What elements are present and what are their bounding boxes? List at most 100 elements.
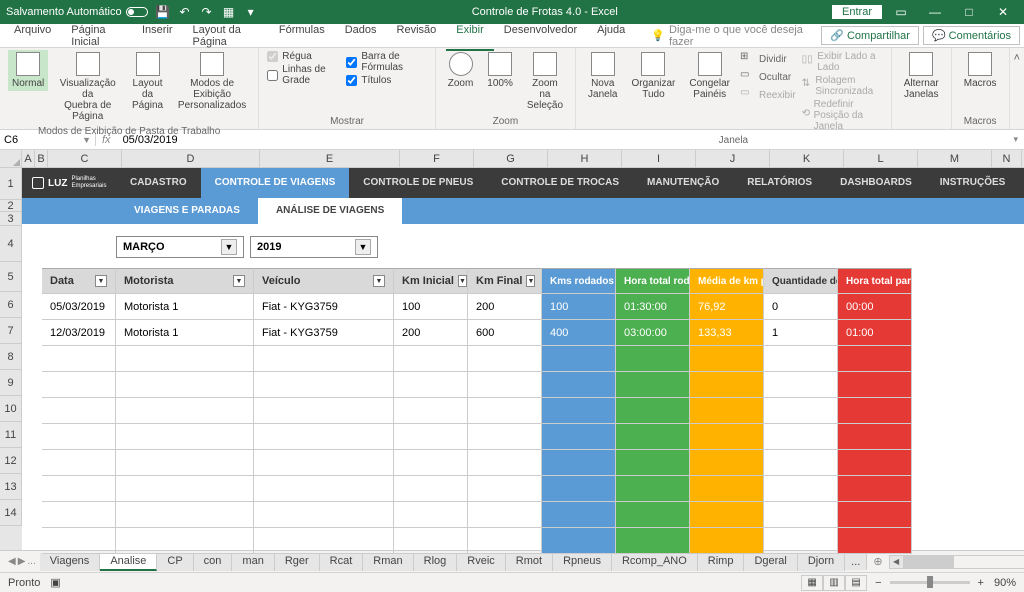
table-cell-empty[interactable] bbox=[394, 528, 468, 554]
col-header-N[interactable]: N bbox=[992, 150, 1022, 167]
close-icon[interactable]: ✕ bbox=[988, 2, 1018, 22]
table-cell-empty[interactable] bbox=[468, 372, 542, 398]
table-row-empty[interactable] bbox=[42, 372, 1024, 398]
table-cell-empty[interactable] bbox=[838, 346, 912, 372]
table-cell-empty[interactable] bbox=[42, 372, 116, 398]
sheet-tab-viagens[interactable]: Viagens bbox=[40, 553, 101, 571]
sheet-tab-rimp[interactable]: Rimp bbox=[698, 553, 745, 571]
table-cell-empty[interactable] bbox=[116, 450, 254, 476]
table-cell[interactable]: 100 bbox=[394, 294, 468, 320]
filter-dropdown-icon[interactable]: ▼ bbox=[458, 275, 467, 287]
table-row-empty[interactable] bbox=[42, 346, 1024, 372]
table-cell-empty[interactable] bbox=[764, 450, 838, 476]
col-header-E[interactable]: E bbox=[260, 150, 400, 167]
table-cell-empty[interactable] bbox=[764, 502, 838, 528]
table-row-empty[interactable] bbox=[42, 424, 1024, 450]
table-cell-empty[interactable] bbox=[468, 476, 542, 502]
table-cell-empty[interactable] bbox=[838, 372, 912, 398]
col-header-M[interactable]: M bbox=[918, 150, 992, 167]
table-cell-empty[interactable] bbox=[616, 528, 690, 554]
row-header-4[interactable]: 4 bbox=[0, 226, 22, 262]
table-cell-empty[interactable] bbox=[42, 346, 116, 372]
filter-dropdown-icon[interactable]: ▼ bbox=[95, 275, 107, 287]
table-cell-empty[interactable] bbox=[838, 528, 912, 554]
menu-dados[interactable]: Dados bbox=[335, 21, 387, 51]
qat-icon[interactable]: ▦ bbox=[222, 5, 236, 19]
table-cell-empty[interactable] bbox=[764, 398, 838, 424]
table-cell-empty[interactable] bbox=[542, 372, 616, 398]
table-cell-empty[interactable] bbox=[116, 372, 254, 398]
table-cell[interactable]: 0 bbox=[764, 294, 838, 320]
sheet-nav-next-icon[interactable]: ▶ bbox=[18, 556, 26, 567]
sheet-add-button[interactable]: ⊕ bbox=[867, 553, 888, 570]
table-cell-empty[interactable] bbox=[690, 398, 764, 424]
zoomselection-button[interactable]: Zoom na Seleção bbox=[523, 50, 567, 113]
filter-dropdown-icon[interactable]: ▼ bbox=[373, 275, 385, 287]
table-cell-empty[interactable] bbox=[254, 398, 394, 424]
row-header-13[interactable]: 13 bbox=[0, 474, 22, 500]
row-header-7[interactable]: 7 bbox=[0, 318, 22, 344]
col-header-A[interactable]: A bbox=[22, 150, 35, 167]
table-header-kms-rodados[interactable]: Kms rodados▼ bbox=[542, 268, 616, 294]
table-cell[interactable]: 12/03/2019 bbox=[42, 320, 116, 346]
month-dropdown[interactable]: MARÇO▼ bbox=[116, 236, 244, 258]
sheet-tab-analise[interactable]: Analise bbox=[100, 553, 157, 571]
table-cell-empty[interactable] bbox=[116, 346, 254, 372]
table-header-hora-total-rodando[interactable]: Hora total rodando▼ bbox=[616, 268, 690, 294]
horizontal-scrollbar[interactable]: ◀ ▶ bbox=[889, 555, 1024, 569]
menu-página-inicial[interactable]: Página Inicial bbox=[61, 21, 132, 51]
table-cell-empty[interactable] bbox=[468, 346, 542, 372]
table-cell[interactable]: 400 bbox=[542, 320, 616, 346]
filter-dropdown-icon[interactable]: ▼ bbox=[233, 275, 245, 287]
table-cell-empty[interactable] bbox=[394, 450, 468, 476]
sheet-tab-man[interactable]: man bbox=[232, 553, 274, 571]
filter-dropdown-icon[interactable]: ▼ bbox=[526, 275, 535, 287]
table-cell-empty[interactable] bbox=[468, 398, 542, 424]
formulabar-checkbox[interactable]: Barra de Fórmulas bbox=[346, 50, 426, 74]
table-row-empty[interactable] bbox=[42, 398, 1024, 424]
table-header-km-final[interactable]: Km Final▼ bbox=[468, 268, 542, 294]
table-cell[interactable]: 600 bbox=[468, 320, 542, 346]
row-header-10[interactable]: 10 bbox=[0, 396, 22, 422]
col-header-H[interactable]: H bbox=[548, 150, 622, 167]
col-header-J[interactable]: J bbox=[696, 150, 770, 167]
collapse-ribbon-button[interactable]: ˄ bbox=[1010, 48, 1024, 129]
row-header-5[interactable]: 5 bbox=[0, 262, 22, 292]
sheet-tab-rman[interactable]: Rman bbox=[363, 553, 413, 571]
table-cell-empty[interactable] bbox=[42, 502, 116, 528]
pagebreak-view-button[interactable]: Visualização da Quebra de Página bbox=[54, 50, 121, 124]
table-cell-empty[interactable] bbox=[838, 424, 912, 450]
table-cell-empty[interactable] bbox=[394, 346, 468, 372]
undo-icon[interactable]: ↶ bbox=[178, 5, 192, 19]
sheet-nav-more-icon[interactable]: ... bbox=[27, 556, 35, 567]
table-cell-empty[interactable] bbox=[254, 450, 394, 476]
wb-subnav-viagens-e-paradas[interactable]: VIAGENS E PARADAS bbox=[116, 198, 258, 224]
save-icon[interactable]: 💾 bbox=[156, 5, 170, 19]
table-header-km-inicial[interactable]: Km Inicial▼ bbox=[394, 268, 468, 294]
table-cell-empty[interactable] bbox=[690, 346, 764, 372]
ribbon-options-icon[interactable]: ▭ bbox=[886, 2, 916, 22]
wb-nav-dashboards[interactable]: DASHBOARDS bbox=[826, 168, 926, 198]
table-cell-empty[interactable] bbox=[838, 502, 912, 528]
table-cell-empty[interactable] bbox=[42, 398, 116, 424]
view-normal-icon[interactable]: ▦ bbox=[801, 575, 823, 591]
table-header-média-de-km-por-hora[interactable]: Média de km por hora▼ bbox=[690, 268, 764, 294]
syncscroll-button[interactable]: ⇅Rolagem Sincronizada bbox=[802, 74, 883, 98]
table-cell-empty[interactable] bbox=[394, 502, 468, 528]
wb-nav-manutenção[interactable]: MANUTENÇÃO bbox=[633, 168, 733, 198]
autosave-toggle[interactable]: Salvamento Automático bbox=[6, 6, 148, 18]
wb-nav-instruções[interactable]: INSTRUÇÕES bbox=[926, 168, 1020, 198]
table-cell-empty[interactable] bbox=[616, 476, 690, 502]
unhide-button[interactable]: ▭Reexibir bbox=[740, 86, 796, 104]
row-header-8[interactable]: 8 bbox=[0, 344, 22, 370]
zoom-level[interactable]: 90% bbox=[994, 577, 1016, 589]
table-cell-empty[interactable] bbox=[690, 476, 764, 502]
table-header-data[interactable]: Data▼ bbox=[42, 268, 116, 294]
table-cell-empty[interactable] bbox=[542, 528, 616, 554]
table-cell-empty[interactable] bbox=[42, 424, 116, 450]
sheet-tab-rcat[interactable]: Rcat bbox=[320, 553, 364, 571]
maximize-icon[interactable]: □ bbox=[954, 2, 984, 22]
table-cell[interactable]: 03:00:00 bbox=[616, 320, 690, 346]
col-header-F[interactable]: F bbox=[400, 150, 474, 167]
wb-subnav-análise-de-viagens[interactable]: ANÁLISE DE VIAGENS bbox=[258, 198, 402, 224]
